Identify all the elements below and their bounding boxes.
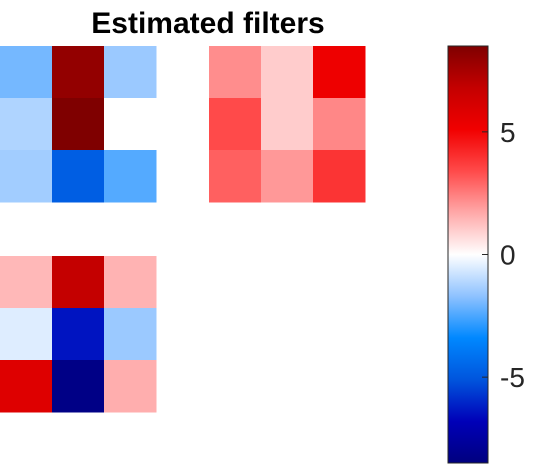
filter-1-cell-r2c2: [52, 98, 105, 151]
filter-1-cell-r1c3: [104, 46, 157, 99]
filter-grid: [0, 46, 366, 413]
filter-3-cell-r2c1: [0, 308, 53, 361]
filter-3: [0, 256, 157, 413]
filter-2-cell-r2c3: [313, 98, 366, 151]
filter-3-cell-r2c2: [52, 308, 105, 361]
filter-3-cell-r3c2: [52, 360, 105, 413]
colorbar-tick-label: 0: [500, 240, 516, 271]
filter-2-cell-r2c2: [261, 98, 314, 151]
filter-1-cell-r1c2: [52, 46, 105, 99]
colorbar: 5 0 -5: [447, 45, 525, 464]
filter-2: [209, 46, 366, 203]
filter-3-cell-r3c1: [0, 360, 53, 413]
filter-2-cell-r1c2: [261, 46, 314, 99]
filter-1: [0, 46, 157, 203]
filter-1-cell-r2c3: [104, 98, 157, 151]
filter-1-cell-r1c1: [0, 46, 53, 99]
filter-1-cell-r2c1: [0, 98, 53, 151]
filter-1-cell-r3c3: [104, 150, 157, 203]
filter-3-cell-r3c3: [104, 360, 157, 413]
filter-1-cell-r3c2: [52, 150, 105, 203]
filter-2-cell-r2c1: [209, 98, 262, 151]
colorbar-tick-label: 5: [500, 117, 516, 148]
filter-3-cell-r2c3: [104, 308, 157, 361]
filter-3-cell-r1c3: [104, 256, 157, 309]
colorbar-gradient: [447, 45, 489, 464]
filter-2-cell-r3c1: [209, 150, 262, 203]
filter-2-cell-r3c2: [261, 150, 314, 203]
chart-title: Estimated filters: [91, 7, 324, 40]
colorbar-tick-label: -5: [500, 362, 525, 393]
filter-2-cell-r1c3: [313, 46, 366, 99]
filter-3-cell-r1c2: [52, 256, 105, 309]
filter-2-cell-r3c3: [313, 150, 366, 203]
filter-2-cell-r1c1: [209, 46, 262, 99]
filter-3-cell-r1c1: [0, 256, 53, 309]
filter-1-cell-r3c1: [0, 150, 53, 203]
